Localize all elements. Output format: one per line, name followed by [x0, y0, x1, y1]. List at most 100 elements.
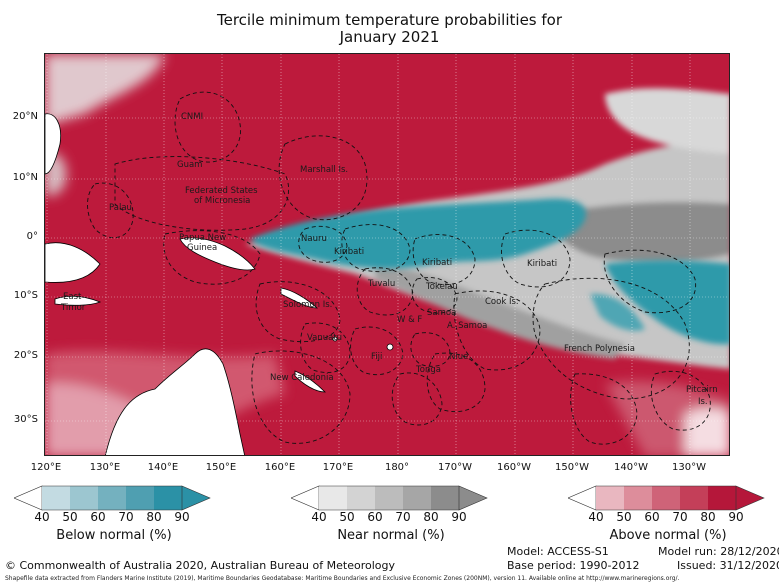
label-american-samoa: A. Samoa — [447, 321, 487, 331]
above-swatch-1 — [596, 486, 624, 510]
near-normal-label: Near normal (%) — [337, 528, 445, 543]
philippines-landmass — [45, 113, 62, 175]
near-normal-northwest — [45, 54, 165, 124]
below-swatch-5 — [154, 486, 182, 510]
graticule — [45, 54, 729, 455]
solomon-islands — [280, 287, 319, 309]
sulawesi-landmass — [45, 242, 101, 283]
near-tick-60: 60 — [367, 510, 383, 524]
lon-label-120e: 120°E — [30, 462, 62, 473]
above-swatch-3 — [652, 486, 680, 510]
lat-label-30s: 30°S — [13, 414, 38, 425]
eez-french-polynesia — [532, 277, 690, 400]
near-tick-40: 40 — [311, 510, 327, 524]
label-cnmi: CNMI — [181, 112, 203, 122]
eez-french-polynesia-north — [603, 249, 697, 314]
label-palau: Palau — [109, 203, 132, 213]
below-swatch-0 — [14, 485, 43, 511]
eez-tonga — [391, 372, 443, 426]
eez-solomons — [255, 281, 341, 342]
map-canvas: CNMI Guam Marshall Is. Federated States … — [45, 54, 729, 455]
eez-boundaries — [87, 91, 711, 445]
label-nauru: Nauru — [301, 234, 327, 244]
label-east-timor-2: Timor — [60, 303, 86, 313]
label-french-polynesia: French Polynesia — [564, 344, 635, 354]
label-wallis-futuna: W & F — [397, 315, 422, 325]
above-swatch-2 — [624, 486, 652, 510]
above-tick-90: 90 — [728, 510, 744, 524]
above-tick-50: 50 — [616, 510, 632, 524]
above-tick-60: 60 — [644, 510, 660, 524]
lon-label-170w: 170°W — [438, 462, 472, 473]
near-tick-50: 50 — [339, 510, 355, 524]
near-normal-strong-2 — [545, 202, 729, 264]
eez-palau — [87, 182, 134, 239]
lat-label-10n: 10°N — [12, 172, 38, 183]
label-tuvalu: Tuvalu — [367, 279, 395, 289]
near-normal-northeast — [605, 88, 729, 154]
below-swatch-1 — [42, 486, 70, 510]
label-pitcairn-1: Pitcairn — [686, 385, 718, 395]
below-normal-label: Below normal (%) — [56, 528, 172, 543]
below-normal-equatorial — [250, 198, 586, 269]
vanuatu-island — [332, 336, 338, 342]
map-title-line-2: January 2021 — [339, 28, 440, 46]
label-east-timor-1: East — [63, 292, 82, 302]
eez-cook-islands — [453, 290, 541, 371]
label-tonga: Tonga — [415, 365, 441, 375]
near-swatch-3 — [375, 486, 403, 510]
label-cook-islands: Cook Is. — [485, 297, 519, 307]
near-swatch-5 — [431, 486, 459, 510]
label-png-1: Papua New — [179, 233, 226, 243]
near-normal-strong-1 — [375, 264, 625, 359]
near-normal-colorbar — [291, 485, 488, 511]
neutral-southeast — [685, 408, 729, 455]
near-swatch-2 — [347, 486, 375, 510]
new-guinea-landmass — [179, 237, 256, 271]
lat-label-20n: 20°N — [12, 111, 38, 122]
label-kiribati-west: Kiribati — [334, 247, 364, 257]
lat-label-0: 0° — [26, 231, 38, 242]
fiji-island — [386, 343, 394, 351]
lon-label-140w: 140°W — [614, 462, 648, 473]
lon-label-170e: 170°E — [322, 462, 354, 473]
eez-cnmi — [174, 91, 241, 163]
copyright-text: © Commonwealth of Australia 2020, Austra… — [5, 559, 395, 572]
above-swatch-4 — [680, 486, 708, 510]
above-tick-80: 80 — [700, 510, 716, 524]
label-samoa: Samoa — [427, 308, 456, 318]
near-swatch-0 — [291, 485, 320, 511]
label-marshall: Marshall Is. — [300, 165, 348, 175]
below-tick-60: 60 — [90, 510, 106, 524]
eez-marshall — [278, 135, 368, 221]
above-swatch-0 — [568, 485, 597, 511]
below-swatch-3 — [98, 486, 126, 510]
below-swatch-max — [181, 485, 211, 511]
lat-label-20s: 20°S — [13, 350, 38, 361]
label-kiribati-east: Kiribati — [527, 259, 557, 269]
eez-new-caledonia — [251, 350, 351, 444]
eez-kiribati-central — [412, 234, 476, 286]
below-tick-80: 80 — [146, 510, 162, 524]
land — [45, 113, 394, 455]
label-fsm-2: of Micronesia — [194, 196, 250, 206]
lon-label-160e: 160°E — [264, 462, 296, 473]
label-guam: Guam — [177, 160, 202, 170]
near-tick-90: 90 — [451, 510, 467, 524]
lon-label-130w: 130°W — [672, 462, 706, 473]
below-tick-70: 70 — [118, 510, 134, 524]
near-swatch-4 — [403, 486, 431, 510]
lon-label-150e: 150°E — [205, 462, 237, 473]
label-pitcairn-2: Is. — [698, 397, 708, 407]
region-labels: CNMI Guam Marshall Is. Federated States … — [60, 112, 718, 407]
eez-tokelau — [411, 277, 458, 314]
above-tick-70: 70 — [672, 510, 688, 524]
label-niue: Niue — [449, 352, 468, 362]
eez-kiribati-east — [501, 229, 571, 288]
label-tokelau: Tokelau — [425, 282, 458, 292]
eez-niue — [426, 352, 486, 413]
near-tick-70: 70 — [395, 510, 411, 524]
below-tick-40: 40 — [34, 510, 50, 524]
eez-vanuatu — [300, 322, 351, 374]
model-run-text: Model run: 28/12/2020 — [658, 545, 779, 558]
